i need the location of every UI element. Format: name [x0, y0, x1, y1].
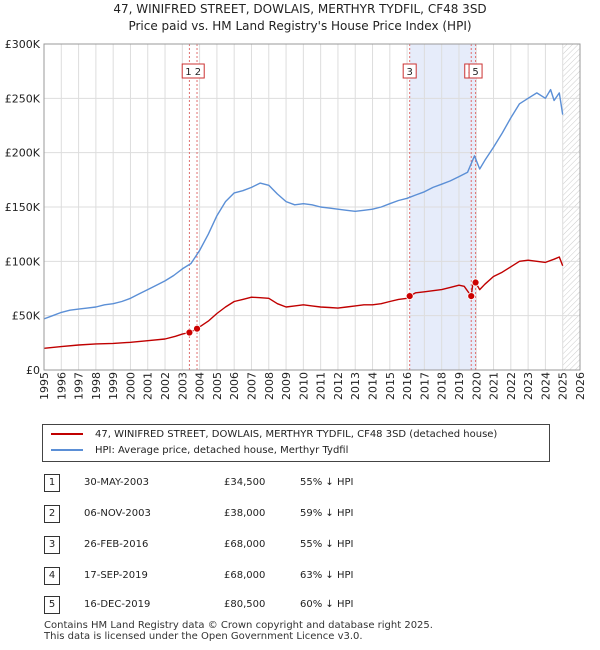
- transaction-label-text: 5: [472, 67, 478, 78]
- footer-line-copyright: Contains HM Land Registry data © Crown c…: [44, 620, 433, 631]
- transaction-label-box: [181, 63, 205, 79]
- x-tick-label: 2019: [453, 372, 466, 400]
- row-hpi-diff: 55% ↓ HPI: [300, 539, 354, 550]
- row-number-badge: 5: [44, 596, 60, 614]
- row-date: 16-DEC-2019: [84, 599, 151, 610]
- legend-swatch-property: [51, 433, 83, 435]
- x-tick-label: 1998: [90, 372, 103, 400]
- y-tick-label: £50K: [12, 310, 41, 323]
- x-tick-label: 1996: [55, 372, 68, 400]
- x-tick-label: 2010: [297, 372, 310, 400]
- row-hpi-diff: 63% ↓ HPI: [300, 570, 354, 581]
- row-hpi-diff: 59% ↓ HPI: [300, 508, 354, 519]
- row-date: 30-MAY-2003: [84, 477, 150, 488]
- x-tick-label: 2022: [505, 372, 518, 400]
- transaction-3-marker: [405, 292, 414, 301]
- x-tick-label: 2015: [384, 372, 397, 400]
- row-price: £68,000: [224, 539, 266, 550]
- x-tick-label: 2020: [470, 372, 483, 400]
- row-hpi-diff: 55% ↓ HPI: [300, 477, 354, 488]
- x-tick-label: 2000: [124, 372, 137, 400]
- row-number-badge: 1: [44, 474, 60, 492]
- x-tick-label: 2013: [349, 372, 362, 400]
- x-tick-label: 2018: [436, 372, 449, 400]
- x-tick-label: 2017: [418, 372, 431, 400]
- x-tick-label: 2002: [159, 372, 172, 400]
- transaction-label-text: 3: [407, 67, 413, 78]
- footer-line-licence: This data is licensed under the Open Gov…: [44, 631, 363, 642]
- x-tick-label: 2011: [315, 372, 328, 400]
- legend-item-property: 47, WINIFRED STREET, DOWLAIS, MERTHYR TY…: [51, 427, 497, 443]
- x-tick-label: 2024: [539, 372, 552, 400]
- price-chart: 1 2345 £0£50K£100K£150K£200K£250K£300K19…: [5, 38, 587, 400]
- y-tick-label: £200K: [5, 147, 41, 160]
- transaction-label-text: 1 2: [185, 67, 201, 78]
- x-tick-label: 2016: [401, 372, 414, 400]
- y-tick-label: £0: [26, 364, 40, 377]
- x-tick-label: 2009: [280, 372, 293, 400]
- row-price: £38,000: [224, 508, 266, 519]
- transaction-4-marker: [467, 292, 476, 301]
- x-tick-label: 1997: [73, 372, 86, 400]
- chart-title: 47, WINIFRED STREET, DOWLAIS, MERTHYR TY…: [113, 2, 487, 16]
- row-price: £34,500: [224, 477, 266, 488]
- chart-subtitle: Price paid vs. HM Land Registry's House …: [128, 19, 472, 33]
- transaction-label-box: [402, 63, 417, 79]
- x-tick-label: 1999: [107, 372, 120, 400]
- x-tick-label: 2008: [263, 372, 276, 400]
- table-row: 5 16-DEC-2019 £80,500 60% ↓ HPI: [44, 596, 444, 614]
- hpi-line: [43, 88, 564, 320]
- table-row: 1 30-MAY-2003 £34,500 55% ↓ HPI: [44, 474, 444, 492]
- row-price: £68,000: [224, 570, 266, 581]
- x-tick-label: 2014: [367, 372, 380, 400]
- x-tick-label: 2003: [176, 372, 189, 400]
- footer-attribution: Contains HM Land Registry data © Crown c…: [44, 620, 433, 642]
- row-date: 26-FEB-2016: [84, 539, 149, 550]
- legend-swatch-hpi: [51, 449, 83, 451]
- row-hpi-diff: 60% ↓ HPI: [300, 599, 354, 610]
- x-tick-label: 2006: [228, 372, 241, 400]
- y-tick-label: £100K: [5, 255, 41, 268]
- legend-label-property: 47, WINIFRED STREET, DOWLAIS, MERTHYR TY…: [95, 429, 498, 440]
- table-row: 2 06-NOV-2003 £38,000 59% ↓ HPI: [44, 505, 444, 523]
- transaction-2-marker: [193, 324, 201, 333]
- chart-legend: 47, WINIFRED STREET, DOWLAIS, MERTHYR TY…: [42, 424, 550, 462]
- y-tick-label: £150K: [5, 201, 41, 214]
- table-row: 4 17-SEP-2019 £68,000 63% ↓ HPI: [44, 567, 444, 585]
- y-tick-label: £300K: [5, 38, 41, 51]
- table-row: 3 26-FEB-2016 £68,000 55% ↓ HPI: [44, 536, 444, 554]
- row-date: 06-NOV-2003: [84, 508, 151, 519]
- x-tick-label: 2004: [194, 372, 207, 400]
- x-tick-label: 2001: [142, 372, 155, 400]
- row-date: 17-SEP-2019: [84, 570, 148, 581]
- y-tick-label: £250K: [5, 92, 41, 105]
- transaction-5-marker: [471, 278, 480, 287]
- transaction-label-box: [468, 63, 483, 79]
- x-tick-label: 2026: [574, 372, 587, 400]
- row-number-badge: 3: [44, 536, 60, 554]
- x-tick-label: 2025: [557, 372, 570, 400]
- x-tick-label: 2023: [522, 372, 535, 400]
- legend-item-hpi: HPI: Average price, detached house, Mert…: [51, 443, 348, 459]
- legend-label-hpi: HPI: Average price, detached house, Mert…: [95, 445, 349, 456]
- row-price: £80,500: [224, 599, 266, 610]
- x-tick-label: 2005: [211, 372, 224, 400]
- transaction-1-marker: [185, 328, 194, 337]
- plot-border: [43, 43, 581, 371]
- row-number-badge: 2: [44, 505, 60, 523]
- x-tick-label: 2007: [245, 372, 258, 400]
- row-number-badge: 4: [44, 567, 60, 585]
- x-tick-label: 2012: [332, 372, 345, 400]
- x-tick-label: 1995: [38, 372, 51, 400]
- x-tick-label: 2021: [488, 372, 501, 400]
